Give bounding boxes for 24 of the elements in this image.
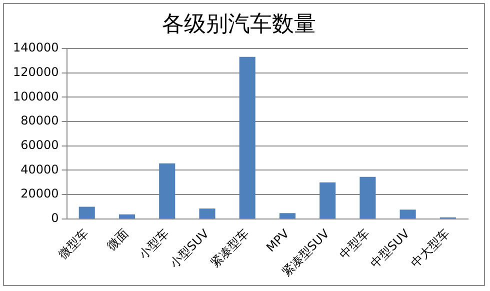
x-tick-label: 中大型车 xyxy=(408,226,452,270)
x-tick-label: 小型车 xyxy=(136,226,172,262)
bar xyxy=(239,56,256,218)
y-tick-label: 100000 xyxy=(12,89,59,104)
bar xyxy=(320,182,336,218)
x-tick-label: 紧凑型车 xyxy=(208,226,252,270)
x-tick-label: 微面 xyxy=(104,226,132,254)
y-tick-label: 40000 xyxy=(20,162,59,176)
chart-title: 各级别汽车数量 xyxy=(162,12,316,37)
y-tick-label: 80000 xyxy=(20,114,59,128)
x-tick-label: 微型车 xyxy=(56,226,92,262)
y-tick-label: 120000 xyxy=(12,64,59,79)
bar xyxy=(400,210,416,218)
bar xyxy=(78,206,95,218)
bar xyxy=(279,213,296,218)
bar xyxy=(159,163,176,218)
x-tick-label: 中型车 xyxy=(336,226,372,262)
bar xyxy=(199,208,216,218)
y-tick-label: 140000 xyxy=(12,40,59,55)
y-tick-label: 0 xyxy=(51,211,59,226)
y-tick-label: 20000 xyxy=(20,186,59,201)
bar xyxy=(118,214,136,218)
y-tick-label: 60000 xyxy=(20,138,59,152)
bar xyxy=(360,176,376,218)
